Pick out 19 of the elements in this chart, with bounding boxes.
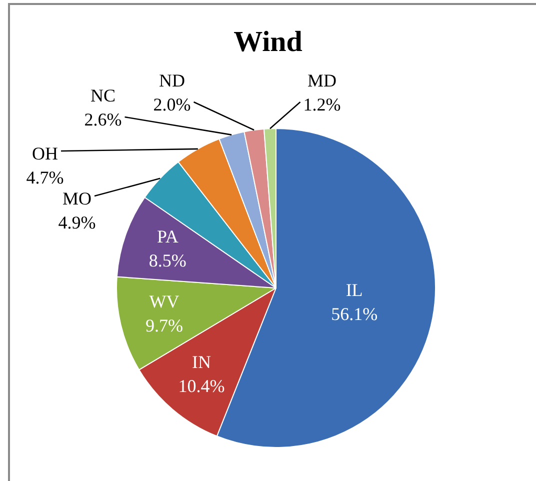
data-label: 4.9%: [58, 212, 96, 233]
slice-label: WV: [149, 291, 180, 312]
data-label: 10.4%: [178, 376, 225, 396]
slice-label: IL: [346, 280, 363, 300]
slice-label: MO: [62, 188, 92, 209]
data-label: 56.1%: [331, 304, 378, 324]
slice-label: MD: [307, 70, 337, 91]
data-label: 9.7%: [146, 315, 184, 336]
chart-title: Wind: [232, 26, 304, 59]
slice-label: OH: [32, 144, 58, 164]
data-label: 2.6%: [84, 110, 122, 130]
slice-label: PA: [156, 226, 178, 247]
data-label: 1.2%: [303, 94, 341, 115]
data-label: 4.7%: [26, 168, 64, 188]
data-label: 8.5%: [148, 250, 186, 271]
data-label: 2.0%: [153, 94, 191, 115]
slice-label: ND: [159, 70, 185, 91]
slice-label: IN: [192, 352, 211, 372]
slice-label: NC: [90, 86, 116, 106]
